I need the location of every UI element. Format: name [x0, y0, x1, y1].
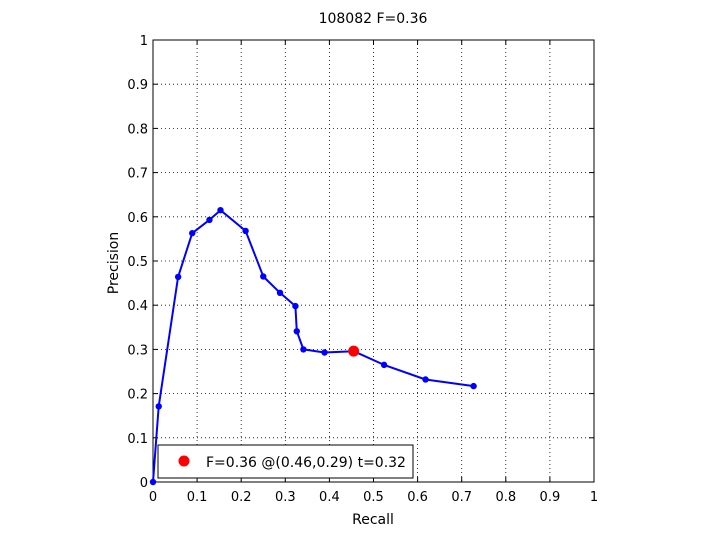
pr-curve-point — [470, 382, 477, 390]
y-tick-label: 0.6 — [127, 211, 148, 226]
best-f-point — [348, 345, 360, 357]
x-tick-label: 0.5 — [363, 490, 384, 505]
x-tick-label: 1 — [590, 490, 598, 505]
pr-curve-point — [189, 229, 196, 237]
y-tick-label: 0.4 — [127, 299, 148, 314]
y-tick-label: 0.7 — [127, 167, 148, 182]
pr-curve-point — [422, 376, 429, 383]
chart-title: 108082 F=0.36 — [319, 11, 428, 27]
y-tick-label: 0.3 — [127, 343, 148, 358]
x-tick-label: 0.3 — [275, 490, 296, 505]
pr-curve-point — [276, 289, 284, 297]
pr-curve-point — [206, 216, 213, 224]
x-tick-label: 0.8 — [495, 490, 516, 505]
y-tick-label: 0.9 — [127, 78, 148, 93]
x-tick-label: 0 — [149, 490, 157, 505]
pr-curve-point — [293, 328, 300, 335]
y-tick-label: 0.8 — [127, 122, 148, 137]
y-axis-label: Precision — [106, 232, 122, 294]
y-tick-label: 0.1 — [127, 432, 148, 447]
pr-curve-point — [217, 206, 224, 214]
x-axis-label: Recall — [352, 512, 394, 528]
legend: F=0.36 @(0.46,0.29) t=0.32 — [157, 444, 414, 479]
x-tick-label: 0.9 — [540, 490, 561, 505]
pr-curve-point — [380, 361, 388, 369]
series-layer — [149, 206, 477, 486]
x-tick-label: 0.6 — [407, 490, 428, 505]
legend-label: F=0.36 @(0.46,0.29) t=0.32 — [206, 455, 406, 471]
pr-curve-point — [174, 273, 182, 281]
y-tick-label: 0.5 — [127, 255, 148, 270]
y-tick-label: 1 — [140, 34, 148, 49]
grid-layer — [153, 40, 594, 482]
pr-curve-point — [242, 227, 249, 235]
pr-curve-point — [300, 346, 307, 353]
pr-curve-point — [292, 302, 299, 310]
axes-layer: 0 0.1 0.2 0.3 0.4 0.5 0.6 0.7 0.8 0.9 1 0 0.1 0.2 0.3 0… — [127, 34, 598, 505]
pr-curve-point — [321, 349, 328, 356]
pr-curve-point — [149, 478, 157, 486]
x-tick-label: 0.2 — [231, 490, 252, 505]
x-tick-label: 0.1 — [187, 490, 208, 505]
pr-curve-point — [260, 273, 267, 280]
x-tick-label: 0.4 — [319, 490, 340, 505]
y-tick-label: 0.2 — [127, 388, 148, 403]
legend-box — [157, 444, 414, 479]
pr-curve-point — [155, 403, 162, 410]
y-tick-label: 0 — [140, 476, 148, 491]
legend-marker — [178, 455, 190, 467]
x-tick-label: 0.7 — [451, 490, 472, 505]
